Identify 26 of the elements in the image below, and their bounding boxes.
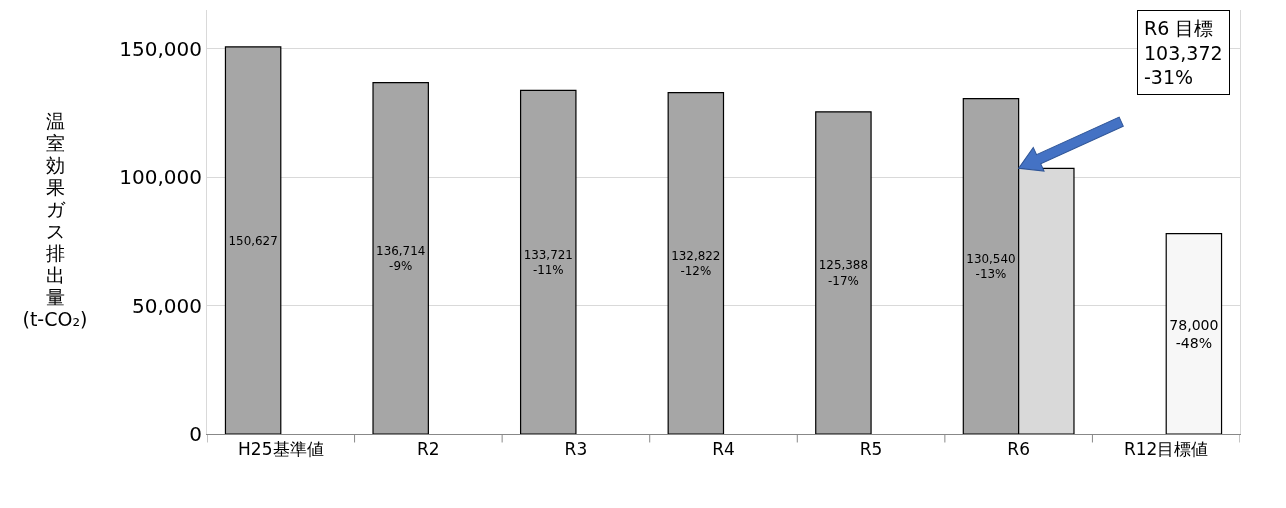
data-label: 125,388 -17%: [818, 258, 869, 288]
annotation: R6 目標 103,372 -31%: [1144, 17, 1223, 89]
data-label: 136,714 -9%: [376, 243, 426, 274]
data-label: 78,000 -48%: [1169, 316, 1219, 351]
bar: [519, 89, 577, 434]
x-tick-label: R3: [564, 439, 588, 460]
data-label: 132,822 -12%: [671, 248, 721, 279]
bar: [224, 46, 282, 434]
y-tick-label: 50,000: [132, 293, 202, 318]
text: 温室効果ガス排出量 (t-CO₂): [22, 110, 88, 330]
data-label: 150,627: [228, 233, 278, 248]
data-label: 130,540 -13%: [966, 251, 1016, 282]
y-tick-label: 150,000: [119, 36, 202, 61]
x-tick-label: R6: [1007, 439, 1030, 460]
y-tick-label: 100,000: [119, 165, 202, 190]
x-tick-label: R5: [859, 439, 883, 460]
bar: [372, 82, 429, 434]
data-label: 133,721 -11%: [523, 247, 573, 278]
x-tick-label: R4: [712, 439, 735, 460]
bar: [1165, 232, 1223, 434]
x-tick-label: H25基準値: [238, 439, 324, 460]
bar: [815, 111, 872, 434]
x-tick-label: R2: [417, 439, 440, 460]
y-tick-label: 0: [189, 422, 202, 446]
x-tick-label: R12目標値: [1123, 439, 1209, 460]
bar: [667, 92, 725, 434]
